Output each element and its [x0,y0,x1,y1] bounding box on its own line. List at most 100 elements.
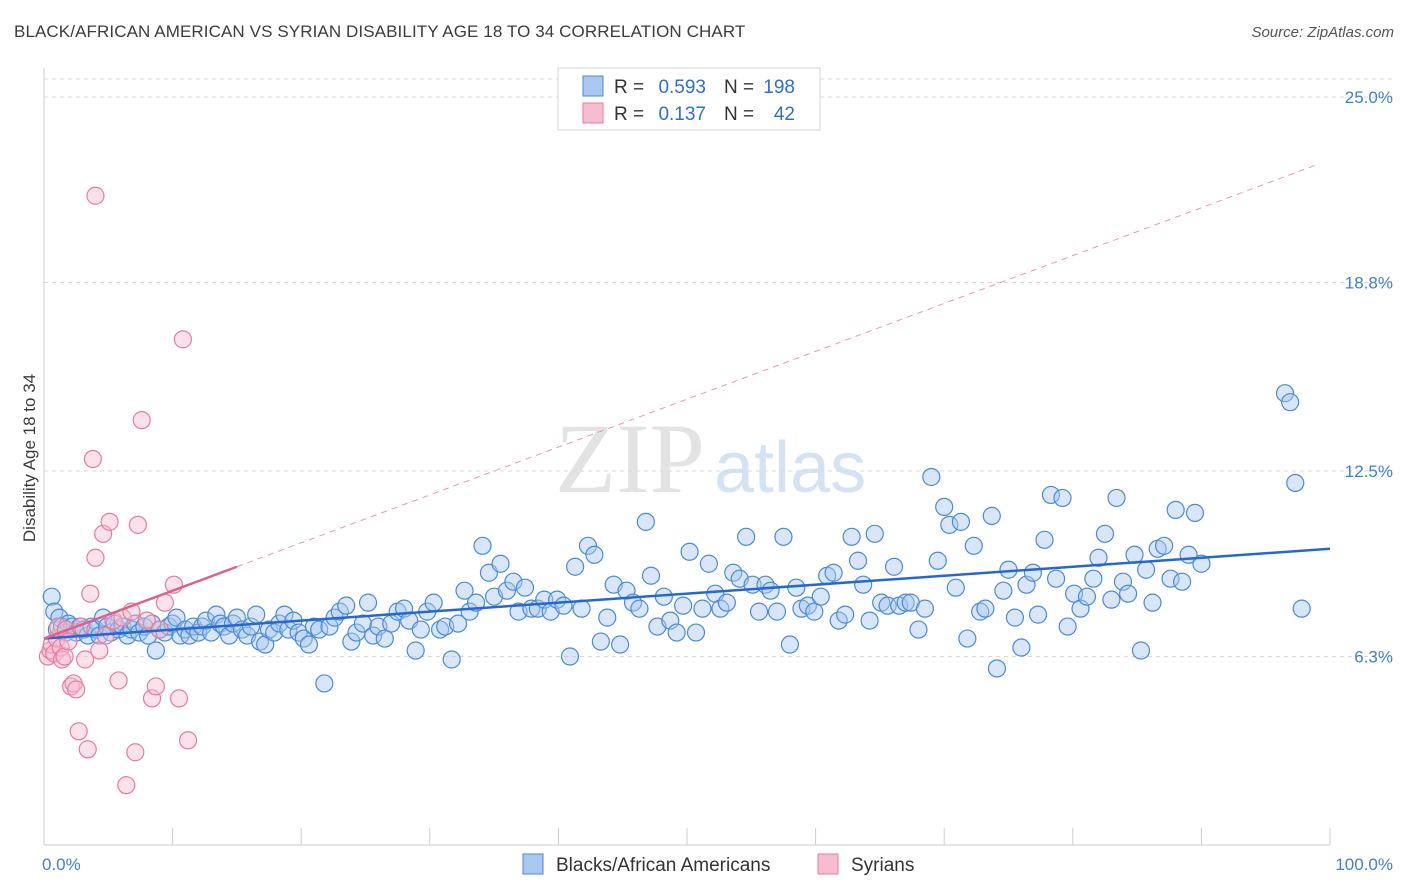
blue-data-point [1125,545,1144,564]
blue-data-point [504,572,523,591]
blue-data-point [585,545,604,564]
bottom-legend: Blacks/African Americans Syrians [522,853,914,876]
blue-data-point [566,557,585,576]
blue-data-point [971,602,990,621]
blue-data-point [699,554,718,573]
blue-data-point [554,596,573,615]
blue-data-point [591,632,610,651]
pink-data-point [128,515,147,534]
blue-data-point [1046,569,1066,588]
blue-data-point [1028,605,1048,624]
pink-trend-line [43,565,238,640]
blue-data-point [964,536,983,555]
y-tick-labels: 6.3% 12.5% 18.8% 25.0% [1345,88,1393,667]
bottom-legend-swatch-blue [522,853,544,875]
blue-data-point [1095,524,1115,543]
blue-data-point [299,635,319,654]
blue-data-point [1292,599,1311,618]
blue-data-point [935,497,954,517]
blue-data-point [976,599,995,618]
blue-data-point [1077,587,1097,606]
watermark-atlas: atlas [714,428,866,508]
blue-data-point [909,620,928,639]
blue-data-point [406,641,425,660]
blue-data-point [1107,488,1126,508]
pink-series-points [38,186,198,795]
legend-n-label-pink: N = [724,104,754,125]
blue-data-point [1053,488,1072,508]
blue-data-point [1173,572,1192,591]
pink-data-point [137,611,156,630]
x-tick-label-max: 100.0% [1335,855,1393,874]
blue-data-point [473,536,492,555]
blue-data-point [196,611,216,630]
blue-data-point [275,605,294,624]
pink-data-point [86,548,105,567]
blue-data-point [515,578,535,597]
blue-data-point [1035,530,1054,549]
blue-data-point [1155,536,1174,555]
blue-data-point [1185,503,1205,522]
pink-trend-extension [236,164,1318,568]
blue-data-point [848,551,868,570]
blue-data-point [578,536,598,555]
blue-data-point [1131,641,1151,660]
blue-data-point [1023,563,1043,582]
blue-data-point [717,593,736,612]
blue-data-point [560,647,580,666]
pink-data-point [61,677,81,696]
pink-data-point [142,689,162,708]
blue-data-point [1058,617,1077,636]
blue-data-point [304,617,324,636]
blue-data-point [294,629,313,648]
blue-data-point [1281,393,1300,412]
blue-data-point [1275,384,1295,403]
blue-data-point [1113,572,1133,591]
blue-data-point [982,506,1001,525]
blue-data-point [364,626,383,645]
blue-data-point [641,566,661,585]
legend-swatch-pink [582,102,604,124]
blue-data-point [611,635,630,654]
blue-data-point [693,599,712,618]
pink-data-point [178,731,198,750]
y-tick-label: 25.0% [1345,88,1393,107]
pink-data-point [67,680,86,699]
pink-data-point [146,677,165,696]
blue-data-point [636,512,655,531]
blue-data-point [836,605,855,624]
blue-data-point [259,620,279,639]
pink-data-point [55,647,74,666]
chart-title: BLACK/AFRICAN AMERICAN VS SYRIAN DISABIL… [14,22,746,41]
blue-data-point [45,602,64,621]
blue-data-point [987,659,1007,678]
blue-data-point [247,605,266,624]
blue-data-point [805,602,824,621]
y-axis-title: Disability Age 18 to 34 [20,374,39,542]
blue-data-point [424,593,443,612]
blue-data-point [749,602,769,621]
legend-r-value-blue: 0.593 [658,77,706,98]
blue-data-point [1118,584,1138,603]
blue-data-point [761,581,780,600]
blue-data-point [951,512,971,531]
blue-data-point [337,596,356,615]
pink-data-point [81,584,100,603]
blue-data-point [780,635,799,654]
blue-data-point [265,623,284,642]
legend-r-label-blue: R = [614,77,644,98]
blue-data-point [1012,638,1031,657]
blue-data-point [994,581,1013,600]
pink-data-point [126,743,145,762]
blue-data-point [430,620,450,639]
y-tick-label: 6.3% [1354,648,1393,667]
blue-data-point [1084,569,1103,588]
blue-data-point [674,596,693,615]
y-tick-label: 12.5% [1345,462,1393,481]
legend-n-label-blue: N = [724,77,754,98]
axes [43,68,1331,846]
blue-trend-line [43,547,1331,640]
pink-data-point [100,512,119,531]
watermark-zip: ZIP [555,403,705,514]
